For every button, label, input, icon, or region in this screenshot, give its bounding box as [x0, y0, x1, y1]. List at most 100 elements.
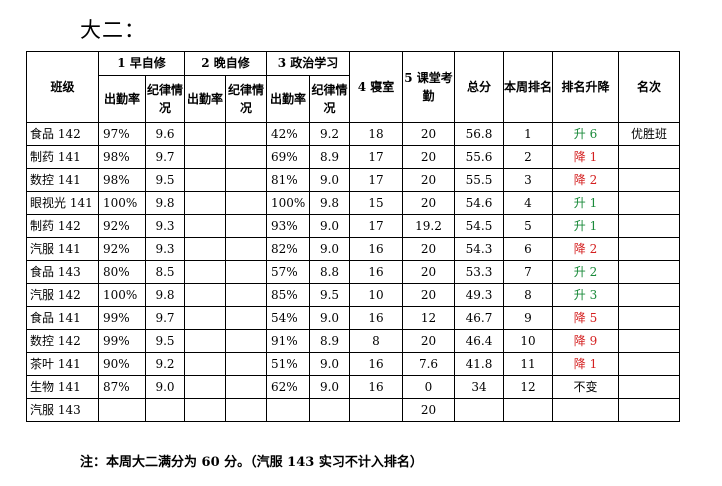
cell-morning-discipline: 9.3 — [145, 214, 185, 238]
cell-politics-rate: 82% — [266, 237, 310, 261]
cell-rank-change: 升 6 — [552, 122, 619, 146]
cell-rank-change: 降 2 — [552, 168, 619, 192]
cell-morning-rate: 87% — [98, 375, 146, 399]
cell-rank-change: 降 9 — [552, 329, 619, 353]
cell-attendance: 12 — [402, 306, 455, 330]
cell-politics-discipline — [309, 398, 350, 422]
header-total: 总分 — [454, 51, 504, 123]
cell-rank: 6 — [503, 237, 553, 261]
cell-morning-discipline: 9.8 — [145, 283, 185, 307]
header-week-rank: 本周排名 — [503, 51, 553, 123]
cell-morning-rate: 90% — [98, 352, 146, 376]
cell-class: 制药 141 — [26, 145, 99, 169]
cell-morning-rate: 100% — [98, 191, 146, 215]
cell-evening-discipline — [225, 237, 267, 261]
cell-rank-change: 降 1 — [552, 145, 619, 169]
header-honor: 名次 — [618, 51, 680, 123]
cell-attendance: 0 — [402, 375, 455, 399]
cell-politics-discipline: 9.0 — [309, 214, 350, 238]
cell-morning-discipline: 9.5 — [145, 168, 185, 192]
cell-politics-rate: 91% — [266, 329, 310, 353]
cell-morning-rate: 99% — [98, 306, 146, 330]
cell-total: 34 — [454, 375, 504, 399]
cell-politics-rate: 100% — [266, 191, 310, 215]
cell-morning-discipline — [145, 398, 185, 422]
cell-total: 46.4 — [454, 329, 504, 353]
table-body: 食品 142 97% 9.6 42% 9.2 18 20 56.8 1 升 6 优胜班 制药 141 9… — [26, 122, 680, 422]
cell-honor — [618, 283, 680, 307]
cell-total: 53.3 — [454, 260, 504, 284]
table-row: 茶叶 141 90% 9.2 51% 9.0 16 7.6 41.8 11 降 1 — [26, 352, 680, 376]
header-politics-attendance-rate: 出勤率 — [266, 75, 310, 123]
header-evening-attendance-rate: 出勤率 — [184, 75, 226, 123]
cell-dorm — [349, 398, 403, 422]
cell-rank-change: 降 5 — [552, 306, 619, 330]
cell-evening-discipline — [225, 398, 267, 422]
cell-evening-discipline — [225, 168, 267, 192]
header-classroom-attendance: 5 课堂考勤 — [402, 51, 455, 123]
cell-politics-rate: 81% — [266, 168, 310, 192]
cell-evening-discipline — [225, 306, 267, 330]
cell-honor — [618, 375, 680, 399]
cell-dorm: 16 — [349, 237, 403, 261]
table-row: 制药 142 92% 9.3 93% 9.0 17 19.2 54.5 5 升 1 — [26, 214, 680, 238]
cell-evening-discipline — [225, 375, 267, 399]
cell-evening-rate — [184, 214, 226, 238]
cell-evening-rate — [184, 145, 226, 169]
cell-evening-rate — [184, 191, 226, 215]
cell-attendance: 20 — [402, 260, 455, 284]
table-row: 制药 141 98% 9.7 69% 8.9 17 20 55.6 2 降 1 — [26, 145, 680, 169]
cell-morning-rate: 80% — [98, 260, 146, 284]
cell-evening-rate — [184, 260, 226, 284]
cell-rank-change: 升 1 — [552, 214, 619, 238]
cell-attendance: 19.2 — [402, 214, 455, 238]
cell-attendance: 20 — [402, 122, 455, 146]
cell-class: 数控 142 — [26, 329, 99, 353]
cell-politics-rate: 69% — [266, 145, 310, 169]
cell-total: 54.3 — [454, 237, 504, 261]
cell-politics-rate: 42% — [266, 122, 310, 146]
cell-evening-rate — [184, 375, 226, 399]
cell-morning-discipline: 9.0 — [145, 375, 185, 399]
cell-total: 54.6 — [454, 191, 504, 215]
cell-rank: 5 — [503, 214, 553, 238]
cell-class: 食品 142 — [26, 122, 99, 146]
cell-morning-discipline: 9.3 — [145, 237, 185, 261]
cell-attendance: 7.6 — [402, 352, 455, 376]
cell-attendance: 20 — [402, 145, 455, 169]
cell-attendance: 20 — [402, 329, 455, 353]
cell-morning-rate: 98% — [98, 168, 146, 192]
cell-morning-discipline: 9.5 — [145, 329, 185, 353]
cell-rank-change — [552, 398, 619, 422]
cell-attendance: 20 — [402, 237, 455, 261]
cell-politics-rate — [266, 398, 310, 422]
cell-morning-rate: 98% — [98, 145, 146, 169]
header-politics-study: 3 政治学习 — [266, 51, 350, 76]
cell-rank-change: 升 2 — [552, 260, 619, 284]
cell-evening-rate — [184, 168, 226, 192]
cell-dorm: 18 — [349, 122, 403, 146]
header-class: 班级 — [26, 51, 99, 123]
cell-politics-discipline: 9.8 — [309, 191, 350, 215]
cell-rank-change: 升 3 — [552, 283, 619, 307]
cell-evening-discipline — [225, 214, 267, 238]
cell-class: 制药 142 — [26, 214, 99, 238]
table-row: 食品 141 99% 9.7 54% 9.0 16 12 46.7 9 降 5 — [26, 306, 680, 330]
cell-rank: 3 — [503, 168, 553, 192]
cell-attendance: 20 — [402, 191, 455, 215]
cell-evening-discipline — [225, 122, 267, 146]
cell-honor — [618, 214, 680, 238]
cell-class: 生物 141 — [26, 375, 99, 399]
cell-honor — [618, 168, 680, 192]
cell-honor — [618, 306, 680, 330]
cell-evening-discipline — [225, 283, 267, 307]
cell-evening-rate — [184, 306, 226, 330]
cell-dorm: 16 — [349, 375, 403, 399]
table-row: 眼视光 141 100% 9.8 100% 9.8 15 20 54.6 4 升 1 — [26, 191, 680, 215]
cell-rank: 1 — [503, 122, 553, 146]
cell-politics-rate: 93% — [266, 214, 310, 238]
cell-rank: 2 — [503, 145, 553, 169]
cell-rank: 4 — [503, 191, 553, 215]
cell-total: 49.3 — [454, 283, 504, 307]
cell-rank-change: 不变 — [552, 375, 619, 399]
